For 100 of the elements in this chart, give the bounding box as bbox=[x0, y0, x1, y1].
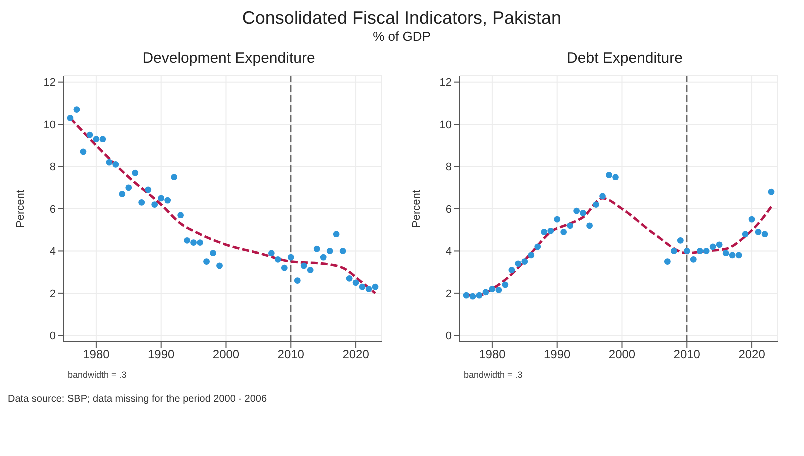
point bbox=[600, 193, 606, 200]
x-tick-label: 2010 bbox=[674, 348, 701, 362]
source-note: Data source: SBP; data missing for the period 2000 - 2006 bbox=[8, 394, 268, 405]
x-tick-label: 2020 bbox=[738, 348, 766, 362]
point bbox=[274, 256, 282, 263]
point bbox=[612, 174, 619, 181]
y-tick-label: 4 bbox=[50, 246, 56, 258]
point bbox=[762, 231, 768, 238]
point bbox=[606, 172, 612, 178]
point bbox=[470, 293, 476, 300]
y-tick-label: 8 bbox=[446, 162, 452, 174]
point bbox=[476, 292, 483, 299]
y-tick-label: 10 bbox=[44, 119, 56, 132]
point bbox=[515, 260, 522, 268]
point bbox=[112, 161, 120, 168]
point bbox=[281, 264, 288, 272]
point bbox=[346, 275, 353, 282]
point bbox=[171, 174, 178, 181]
point bbox=[164, 197, 172, 204]
point bbox=[567, 222, 574, 230]
point bbox=[768, 188, 775, 196]
point bbox=[294, 278, 301, 284]
point bbox=[314, 246, 320, 252]
y-tick-label: 12 bbox=[440, 77, 452, 90]
point bbox=[307, 267, 314, 274]
point bbox=[190, 240, 197, 246]
point bbox=[748, 216, 756, 223]
y-tick-label: 6 bbox=[50, 204, 56, 216]
point bbox=[755, 229, 762, 236]
point bbox=[528, 252, 535, 259]
point bbox=[670, 248, 678, 254]
point bbox=[86, 132, 94, 138]
point bbox=[593, 202, 600, 208]
point bbox=[359, 284, 366, 290]
point bbox=[138, 199, 146, 206]
point bbox=[729, 252, 736, 259]
point bbox=[106, 159, 113, 166]
point bbox=[560, 229, 568, 236]
x-tick-label: 2010 bbox=[278, 348, 305, 362]
x-tick-label: 2020 bbox=[342, 348, 370, 362]
point bbox=[489, 286, 496, 292]
y-axis-title: Percent bbox=[14, 190, 27, 228]
point bbox=[534, 244, 542, 250]
point bbox=[333, 231, 340, 238]
point bbox=[541, 229, 548, 236]
point bbox=[548, 228, 554, 234]
x-tick-label: 2000 bbox=[608, 348, 636, 362]
point bbox=[586, 222, 593, 230]
point bbox=[508, 267, 516, 274]
y-tick-label: 8 bbox=[50, 162, 56, 174]
point bbox=[320, 254, 327, 261]
point bbox=[690, 256, 697, 263]
point bbox=[268, 250, 275, 257]
point bbox=[703, 248, 710, 254]
point bbox=[522, 258, 528, 265]
point bbox=[158, 195, 165, 202]
point bbox=[574, 208, 580, 214]
point bbox=[684, 248, 690, 254]
point bbox=[288, 254, 294, 261]
y-tick-label: 10 bbox=[440, 119, 452, 132]
point bbox=[677, 237, 684, 244]
x-tick-label: 1990 bbox=[544, 348, 572, 362]
point bbox=[67, 115, 74, 122]
point bbox=[664, 258, 671, 265]
point bbox=[716, 242, 723, 248]
point bbox=[366, 286, 372, 292]
x-tick-label: 1980 bbox=[479, 348, 506, 362]
text: Consolidated Fiscal Indicators, Pakistan bbox=[241, 8, 563, 29]
point bbox=[80, 148, 87, 156]
point bbox=[502, 282, 509, 288]
y-tick-label: 0 bbox=[446, 330, 452, 343]
y-tick-label: 2 bbox=[446, 288, 452, 300]
point bbox=[352, 280, 360, 286]
point bbox=[210, 250, 216, 257]
point bbox=[119, 191, 126, 198]
point bbox=[197, 240, 204, 246]
chart-title: Development Expenditure bbox=[142, 50, 316, 69]
point bbox=[93, 136, 100, 143]
point bbox=[482, 289, 490, 296]
point bbox=[710, 244, 716, 250]
point bbox=[463, 292, 470, 299]
point bbox=[126, 184, 132, 192]
point bbox=[372, 284, 379, 290]
point bbox=[152, 202, 158, 208]
text: % of GDP bbox=[372, 29, 432, 44]
y-tick-label: 6 bbox=[446, 204, 452, 216]
point bbox=[184, 237, 191, 244]
y-axis-title: Percent bbox=[410, 190, 423, 228]
y-tick-label: 12 bbox=[44, 77, 56, 90]
point bbox=[145, 186, 152, 194]
x-tick-label: 1980 bbox=[83, 348, 110, 362]
point bbox=[722, 250, 730, 257]
y-tick-label: 4 bbox=[446, 246, 452, 258]
point bbox=[742, 231, 749, 238]
point bbox=[132, 170, 139, 176]
point bbox=[696, 248, 704, 254]
point bbox=[340, 248, 346, 254]
point bbox=[496, 287, 502, 294]
x-tick-label: 2000 bbox=[212, 348, 240, 362]
point bbox=[580, 210, 587, 216]
